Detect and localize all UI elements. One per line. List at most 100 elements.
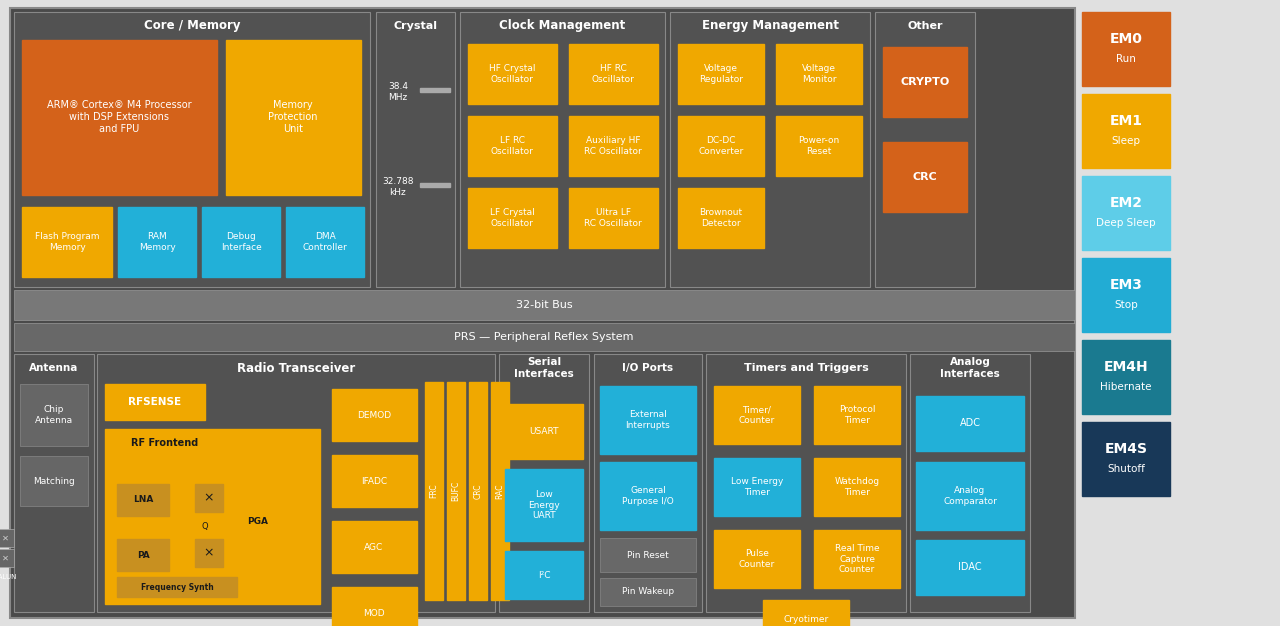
Text: EM3: EM3 [1110,278,1143,292]
Text: Pin Reset: Pin Reset [627,550,669,560]
Text: BUFC: BUFC [452,481,461,501]
Text: 32-bit Bus: 32-bit Bus [516,300,572,310]
Bar [763,600,849,626]
Text: Energy Management: Energy Management [701,19,838,33]
Bar [600,386,696,454]
Text: Pin Wakeup: Pin Wakeup [622,587,675,597]
Text: Pulse
Counter: Pulse Counter [739,549,776,568]
Text: PRS — Peripheral Reflex System: PRS — Peripheral Reflex System [454,332,634,342]
Text: Voltage
Monitor: Voltage Monitor [801,64,836,84]
Bar [116,577,237,597]
Text: Chip
Antenna: Chip Antenna [35,405,73,424]
Bar [669,12,870,287]
Bar [506,404,582,459]
Text: General
Purpose I/O: General Purpose I/O [622,486,673,506]
Text: I/O Ports: I/O Ports [622,363,673,373]
Text: Analog
Interfaces: Analog Interfaces [940,357,1000,379]
Bar [492,382,509,600]
Text: ✕: ✕ [1,553,9,563]
Bar [285,207,364,277]
Text: Run: Run [1116,54,1135,64]
Text: 38.4
MHz: 38.4 MHz [388,82,408,101]
Bar [14,323,1075,351]
Bar [883,47,966,117]
Text: Voltage
Regulator: Voltage Regulator [699,64,742,84]
Text: ✕: ✕ [1,533,9,543]
Text: Real Time
Capture
Counter: Real Time Capture Counter [835,544,879,574]
Bar [332,521,417,573]
Bar [910,354,1030,612]
Text: I²C: I²C [538,570,550,580]
Bar [714,386,800,444]
Bar [814,386,900,444]
Text: Matching: Matching [33,476,74,486]
Bar [22,207,113,277]
Bar [814,458,900,516]
Text: Power-on
Reset: Power-on Reset [799,136,840,156]
Text: Auxiliary HF
RC Oscillator: Auxiliary HF RC Oscillator [584,136,641,156]
Text: Other: Other [908,21,943,31]
Text: Brownout
Detector: Brownout Detector [699,208,742,228]
Bar [420,183,451,187]
Text: EM4H: EM4H [1103,360,1148,374]
Bar [118,207,196,277]
Polygon shape [244,494,283,549]
Text: 32.788
kHz: 32.788 kHz [383,177,413,197]
Bar [714,530,800,588]
Bar [776,116,861,176]
Text: FRC: FRC [430,484,439,498]
Bar [594,354,701,612]
Text: Frequency Synth: Frequency Synth [141,583,214,592]
Text: EM2: EM2 [1110,196,1143,210]
Bar [425,382,443,600]
Bar [814,530,900,588]
Bar [105,429,320,604]
Text: Memory
Protection
Unit: Memory Protection Unit [269,100,317,133]
Text: Shutoff: Shutoff [1107,464,1144,474]
Text: DEMOD: DEMOD [357,411,392,419]
Text: Hibernate: Hibernate [1101,382,1152,392]
Text: ARM® Cortex® M4 Processor
with DSP Extensions
and FPU: ARM® Cortex® M4 Processor with DSP Exten… [46,100,191,133]
Text: LNA: LNA [133,496,154,505]
Text: Flash Program
Memory: Flash Program Memory [35,232,100,252]
Bar [116,539,169,571]
Bar [1082,258,1170,332]
Text: Ultra LF
RC Oscillator: Ultra LF RC Oscillator [584,208,641,228]
Text: Antenna: Antenna [29,363,78,373]
Text: EM4S: EM4S [1105,442,1147,456]
Text: EM0: EM0 [1110,32,1143,46]
Text: RFSENSE: RFSENSE [128,397,182,407]
Bar [105,384,205,420]
Bar [468,44,557,104]
Bar [116,484,169,516]
Text: Q: Q [202,521,209,530]
Text: Watchdog
Timer: Watchdog Timer [835,477,879,496]
Bar [460,12,666,287]
Bar [570,44,658,104]
Bar [600,538,696,572]
Bar [506,469,582,541]
Bar [570,116,658,176]
Text: Sleep: Sleep [1111,136,1140,146]
Text: CRYPTO: CRYPTO [900,77,950,87]
Text: Timer/
Counter: Timer/ Counter [739,405,776,424]
Bar [1082,176,1170,250]
Bar [97,354,495,612]
Text: ×: × [204,491,214,505]
Bar [707,354,906,612]
Text: RAM
Memory: RAM Memory [138,232,175,252]
Text: IFADC: IFADC [361,476,387,486]
Text: BALUN: BALUN [0,574,17,580]
Bar [202,207,280,277]
Text: Low
Energy
UART: Low Energy UART [529,490,559,520]
Bar [332,455,417,507]
Text: USART: USART [529,426,559,436]
Bar [468,188,557,248]
Bar [1082,422,1170,496]
Text: RAC: RAC [495,483,504,499]
Text: CRC: CRC [474,483,483,499]
Text: Core / Memory: Core / Memory [143,19,241,33]
Bar [332,389,417,441]
Text: Low Energy
Timer: Low Energy Timer [731,477,783,496]
Text: LF Crystal
Oscillator: LF Crystal Oscillator [490,208,534,228]
